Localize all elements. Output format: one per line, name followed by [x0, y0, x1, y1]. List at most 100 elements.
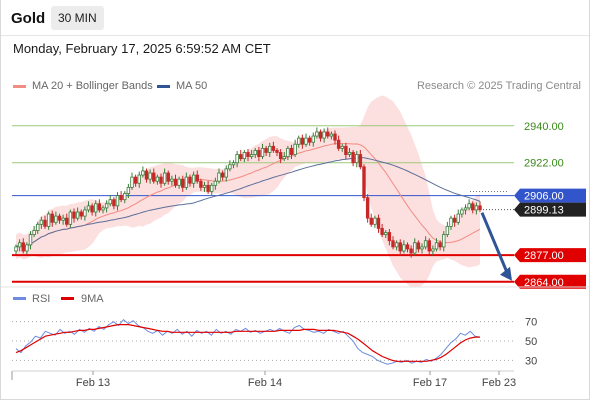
candle-body: [355, 154, 359, 164]
candle-body: [108, 199, 112, 205]
candle-body: [119, 195, 123, 201]
candle-body: [54, 215, 58, 223]
candle-body: [75, 211, 80, 219]
candle-body: [402, 244, 406, 252]
legend-ma50-label: MA 50: [176, 80, 208, 92]
candle-body: [28, 234, 33, 246]
candle-body: [449, 217, 453, 227]
candle-body: [264, 147, 268, 153]
candle-body: [159, 176, 163, 184]
candle-body: [46, 213, 51, 227]
candle-body: [249, 154, 254, 157]
candle-body: [235, 154, 239, 164]
candle-body: [384, 232, 388, 235]
candle-body: [141, 170, 145, 176]
candle-body: [148, 172, 152, 180]
candle-body: [188, 176, 192, 184]
timestamp: Monday, February 17, 2025 6:59:52 AM CET: [13, 41, 271, 56]
candle-body: [123, 193, 127, 201]
candle-body: [79, 211, 83, 217]
ma50-line: [15, 156, 481, 248]
rsi-line: [15, 319, 481, 365]
bollinger-band: [16, 95, 480, 288]
candle-body: [217, 172, 221, 182]
candle-body: [115, 195, 120, 207]
x-tick-label-0: Feb 13: [76, 377, 110, 389]
candle-body: [57, 215, 62, 221]
price-level-label-0: 2940.00: [524, 121, 564, 133]
rsi-legend-swatch: [13, 297, 26, 300]
price-level-label-3: 2877.00: [524, 250, 564, 262]
candle-body: [210, 184, 214, 192]
candle-body: [199, 180, 203, 188]
candle-body: [315, 131, 319, 137]
candle-body: [228, 164, 232, 170]
candle-body: [394, 242, 399, 248]
candle-body: [423, 240, 428, 248]
candle-body: [14, 246, 18, 252]
candle-body: [344, 145, 348, 155]
timeframe-button[interactable]: 30 MIN: [51, 6, 104, 30]
candle-body: [445, 225, 450, 235]
x-tick-label-2: Feb 17: [413, 377, 447, 389]
price-level-label-1: 2922.00: [524, 158, 564, 170]
candle-body: [282, 156, 286, 160]
candle-body: [50, 213, 54, 223]
top-bar: Gold 30 MIN: [0, 0, 590, 36]
candle-body: [104, 203, 109, 209]
candle-body: [376, 217, 381, 229]
price-level-label-2: 2906.00: [524, 191, 564, 203]
candle-body: [155, 176, 160, 182]
candle-body: [144, 170, 149, 180]
candle-body: [300, 137, 305, 145]
price-level-tag-2: [514, 188, 586, 203]
candle-body: [166, 172, 170, 182]
candle-body: [173, 178, 178, 186]
candle-body: [467, 203, 471, 209]
candle-body: [239, 154, 243, 160]
rsi-legend-label: RSI: [32, 293, 50, 305]
candle-body: [438, 242, 442, 248]
candle-body: [442, 234, 446, 248]
candle-body: [43, 219, 47, 227]
candle-body: [213, 180, 218, 186]
candle-body: [133, 176, 138, 184]
current-price-label: 2899.13: [524, 205, 564, 217]
copyright: Research © 2025 Trading Central: [416, 80, 581, 92]
candle-body: [170, 178, 174, 182]
instrument-name: Gold: [11, 10, 46, 27]
candle-body: [195, 174, 199, 182]
x-tick-label-3: Feb 23: [482, 377, 516, 389]
candle-body: [90, 205, 94, 213]
candle-body: [126, 186, 131, 194]
candle-body: [420, 246, 424, 250]
candle-body: [191, 174, 196, 184]
rsi-tick-label-1: 50: [525, 336, 537, 348]
rsi-legend: RSI 9MA: [13, 293, 104, 305]
candle-body: [25, 244, 29, 252]
candle-body: [456, 213, 460, 223]
candle-body: [329, 133, 334, 137]
candle-body: [340, 145, 344, 149]
candle-body: [307, 137, 312, 143]
candle-body: [257, 150, 261, 157]
candle-body: [387, 232, 392, 242]
forecast-arrow-shaft: [480, 212, 510, 276]
candle-body: [278, 152, 283, 160]
price-level-tag-3: [514, 248, 586, 263]
candle-body: [275, 150, 279, 153]
candle-body: [413, 242, 417, 254]
candle-body: [39, 219, 44, 225]
candle-body: [184, 176, 189, 188]
candle-body: [478, 205, 482, 211]
candle-body: [373, 217, 377, 225]
rsi-ma-line: [15, 324, 480, 362]
current-price-tag: [514, 202, 586, 217]
candle-body: [246, 152, 250, 157]
candle-body: [409, 248, 413, 254]
candle-body: [206, 184, 210, 192]
candles: [14, 127, 482, 258]
legend-ma20-label: MA 20 + Bollinger Bands: [32, 80, 153, 92]
candle-body: [271, 145, 276, 151]
